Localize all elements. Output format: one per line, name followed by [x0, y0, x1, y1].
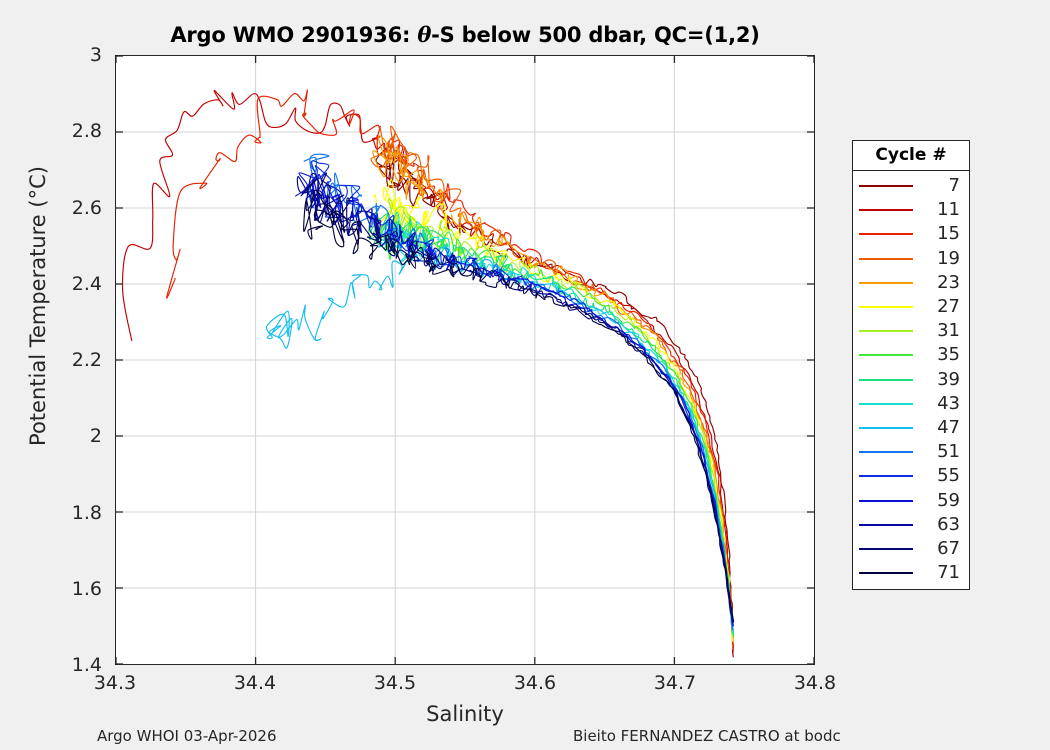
- x-tick-label: 34.4: [233, 672, 277, 694]
- legend-color-swatch: [859, 233, 913, 236]
- legend-label: 19: [937, 247, 960, 269]
- plot-area[interactable]: [115, 55, 815, 665]
- legend-row-cycle-11[interactable]: 11: [853, 198, 969, 222]
- legend-color-swatch: [859, 523, 913, 526]
- theta-symbol: θ: [417, 22, 432, 47]
- legend-color-swatch: [859, 378, 913, 381]
- y-tick-label: 3: [89, 44, 102, 66]
- x-tick-label: 34.8: [793, 672, 837, 694]
- y-tick-label: 2: [89, 425, 102, 448]
- legend-color-swatch: [859, 547, 913, 550]
- legend-items: 7 11 15 19 23 27 31 35 39 43 47 51 55 59 63 67 71: [853, 171, 969, 589]
- legend-label: 51: [937, 441, 960, 463]
- y-tick-label: 1.8: [71, 501, 102, 524]
- legend-color-swatch: [859, 281, 913, 284]
- x-axis-ticks: 34.3 34.4 34.5 34.6 34.7 34.8: [94, 672, 836, 702]
- legend-title: Cycle #: [853, 141, 969, 171]
- legend-row-cycle-63[interactable]: 63: [853, 513, 969, 537]
- legend-color-swatch: [859, 426, 913, 429]
- x-tick-label: 34.7: [653, 672, 697, 694]
- legend-color-swatch: [859, 499, 913, 502]
- legend-label: 67: [937, 537, 960, 559]
- x-tick-label: 34.6: [513, 672, 557, 694]
- legend-color-swatch: [859, 306, 913, 309]
- legend-label: 31: [937, 320, 960, 342]
- legend[interactable]: Cycle # 7 11 15 19 23 27 31 35 39 43 47 51 55 59 63 67 7…: [852, 140, 970, 591]
- legend-color-swatch: [859, 209, 913, 212]
- y-tick-label: 2.4: [71, 272, 102, 295]
- legend-row-cycle-27[interactable]: 27: [853, 295, 969, 319]
- data-series-layer: [121, 89, 735, 658]
- series-line-cycle-71: [303, 189, 734, 620]
- legend-label: 47: [937, 416, 960, 438]
- legend-color-swatch: [859, 402, 913, 405]
- legend-row-cycle-71[interactable]: 71: [853, 561, 969, 585]
- grid-lines: [116, 56, 814, 664]
- legend-row-cycle-19[interactable]: 19: [853, 247, 969, 271]
- x-tick-label: 34.5: [373, 672, 417, 694]
- legend-row-cycle-67[interactable]: 67: [853, 537, 969, 561]
- y-tick-label: 2.8: [71, 120, 102, 143]
- legend-label: 27: [937, 296, 960, 318]
- legend-label: 55: [937, 465, 960, 487]
- y-tick-label: 1.6: [71, 577, 102, 600]
- title-suffix: -S below 500 dbar, QC=(1,2): [431, 23, 760, 47]
- y-axis-label: Potential Temperature (°C): [26, 166, 50, 446]
- series-line-cycle-39: [370, 212, 735, 635]
- legend-label: 63: [937, 513, 960, 535]
- legend-color-swatch: [859, 330, 913, 333]
- series-line-cycle-55: [301, 160, 734, 627]
- series-line-cycle-63: [296, 176, 735, 623]
- series-line-cycle-47: [265, 246, 734, 631]
- footer-author: Bieito FERNANDEZ CASTRO at bodc: [573, 727, 841, 745]
- legend-color-swatch: [859, 572, 913, 575]
- title-prefix: Argo WMO 2901936:: [170, 23, 418, 47]
- y-tick-label: 2.6: [71, 196, 102, 219]
- legend-row-cycle-23[interactable]: 23: [853, 271, 969, 295]
- series-line-cycle-51: [303, 153, 734, 631]
- legend-label: 35: [937, 344, 960, 366]
- legend-label: 11: [937, 199, 960, 221]
- y-tick-label: 2.2: [71, 349, 102, 371]
- legend-row-cycle-47[interactable]: 47: [853, 416, 969, 440]
- x-axis-label: Salinity: [426, 702, 504, 726]
- series-line-cycle-59: [295, 172, 734, 627]
- series-line-cycle-11: [121, 89, 734, 653]
- y-tick-label: 1.4: [71, 654, 102, 676]
- legend-label: 39: [937, 368, 960, 390]
- legend-color-swatch: [859, 451, 913, 454]
- legend-label: 43: [937, 392, 960, 414]
- legend-color-swatch: [859, 475, 913, 478]
- legend-row-cycle-31[interactable]: 31: [853, 319, 969, 343]
- data-canvas: [116, 56, 814, 664]
- legend-label: 7: [948, 175, 960, 197]
- legend-label: 15: [937, 223, 960, 245]
- legend-row-cycle-15[interactable]: 15: [853, 222, 969, 246]
- legend-row-cycle-35[interactable]: 35: [853, 343, 969, 367]
- series-line-cycle-7: [375, 145, 735, 658]
- series-line-cycle-35: [368, 215, 735, 638]
- legend-row-cycle-51[interactable]: 51: [853, 440, 969, 464]
- series-line-cycle-67: [300, 172, 734, 623]
- legend-color-swatch: [859, 257, 913, 260]
- series-line-cycle-15: [166, 89, 734, 650]
- legend-color-swatch: [859, 354, 913, 357]
- legend-row-cycle-55[interactable]: 55: [853, 464, 969, 488]
- legend-row-cycle-7[interactable]: 7: [853, 174, 969, 198]
- legend-label: 23: [937, 271, 960, 293]
- chart-title: Argo WMO 2901936: θ-S below 500 dbar, QC…: [115, 22, 815, 47]
- legend-color-swatch: [859, 185, 913, 188]
- legend-label: 59: [937, 489, 960, 511]
- footer-source: Argo WHOI 03-Apr-2026: [97, 727, 277, 745]
- y-axis-ticks: 1.4 1.6 1.8 2 2.2 2.4 2.6 2.8 3: [40, 44, 102, 676]
- legend-row-cycle-59[interactable]: 59: [853, 488, 969, 512]
- legend-row-cycle-39[interactable]: 39: [853, 368, 969, 392]
- x-tick-label: 34.3: [93, 672, 137, 694]
- legend-label: 71: [937, 562, 960, 584]
- legend-row-cycle-43[interactable]: 43: [853, 392, 969, 416]
